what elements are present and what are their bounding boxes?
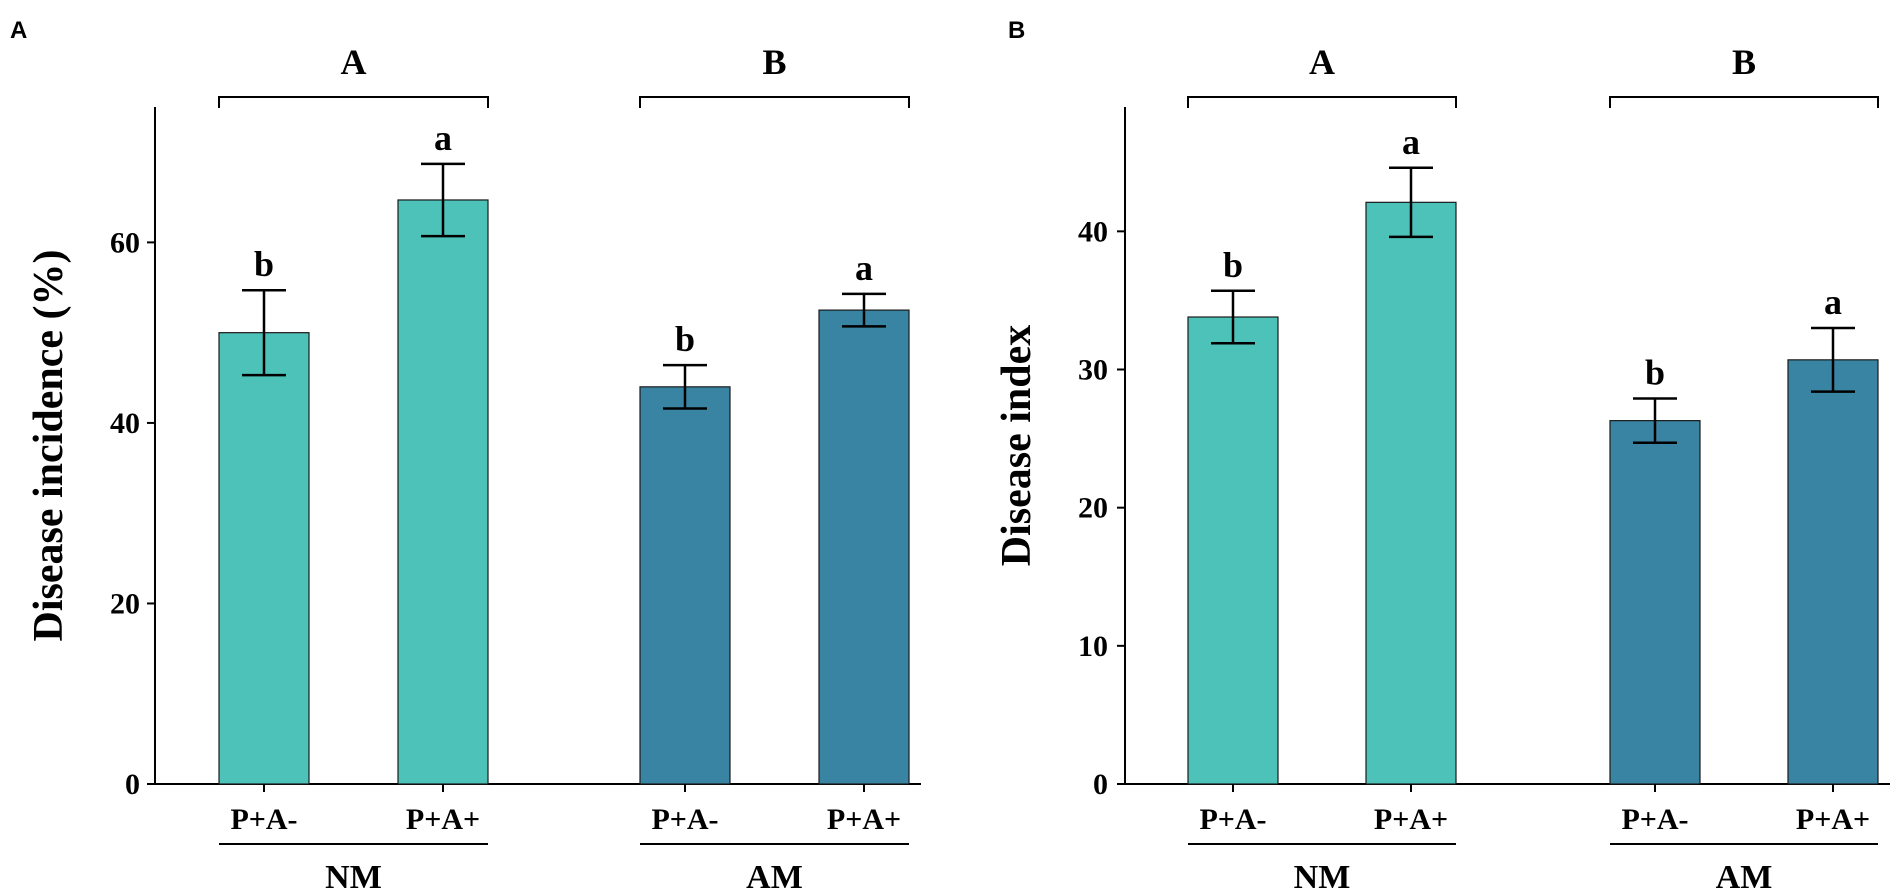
significance-label: a [434, 118, 452, 158]
y-tick-label: 20 [110, 587, 140, 620]
y-axis-label: Disease incidence (%) [26, 250, 72, 642]
significance-label: b [1223, 245, 1243, 285]
y-tick-label: 40 [1078, 215, 1108, 248]
bar [1365, 201, 1457, 785]
x-tick-label: P+A- [651, 803, 718, 836]
significance-label: b [1645, 353, 1665, 393]
significance-label: a [1402, 122, 1420, 162]
significance-label: b [675, 319, 695, 359]
x-tick-label: P+A- [230, 803, 297, 836]
y-tick-label: 0 [1093, 768, 1108, 801]
group-bracket [1187, 96, 1457, 108]
y-tick-label: 30 [1078, 354, 1108, 387]
x-tick-label: P+A+ [406, 803, 480, 836]
x-tick-label: P+A- [1199, 803, 1266, 836]
group-bracket [639, 96, 910, 108]
bar [1609, 420, 1701, 785]
group-label: AM [746, 859, 803, 892]
group-significance-label: A [1309, 42, 1335, 82]
significance-label: a [855, 248, 873, 288]
group-label: AM [1716, 859, 1773, 892]
panel-label: B [1008, 17, 1025, 44]
y-tick-label: 40 [110, 407, 140, 440]
bar [1187, 316, 1279, 785]
bar [818, 309, 910, 785]
group-label: NM [325, 859, 382, 892]
bar [218, 332, 310, 785]
x-tick-label: P+A- [1621, 803, 1688, 836]
y-tick-label: 20 [1078, 492, 1108, 525]
bar [639, 386, 731, 785]
group-bracket [1609, 96, 1879, 108]
x-tick-label: P+A+ [1796, 803, 1870, 836]
bar [397, 199, 489, 785]
y-axis-label: Disease index [994, 325, 1040, 567]
group-label: NM [1294, 859, 1351, 892]
y-tick-label: 10 [1078, 630, 1108, 663]
group-significance-label: B [1732, 42, 1756, 82]
significance-label: b [254, 244, 274, 284]
group-significance-label: B [762, 42, 786, 82]
panel-label: A [10, 17, 27, 44]
x-tick-label: P+A+ [1374, 803, 1448, 836]
y-tick-label: 0 [125, 768, 140, 801]
group-bracket [218, 96, 489, 108]
group-significance-label: A [341, 42, 367, 82]
bar [1787, 359, 1879, 785]
significance-label: a [1824, 282, 1842, 322]
y-tick-label: 60 [110, 226, 140, 259]
panel-b: B Disease index 0 10 20 30 40 b P+A-a P+A+ b P+A-a P… [994, 17, 1890, 892]
panel-a: A Disease incidence (%) 0 20 40 60 b P+A-a P+A+ b… [10, 17, 921, 892]
x-tick-label: P+A+ [827, 803, 901, 836]
